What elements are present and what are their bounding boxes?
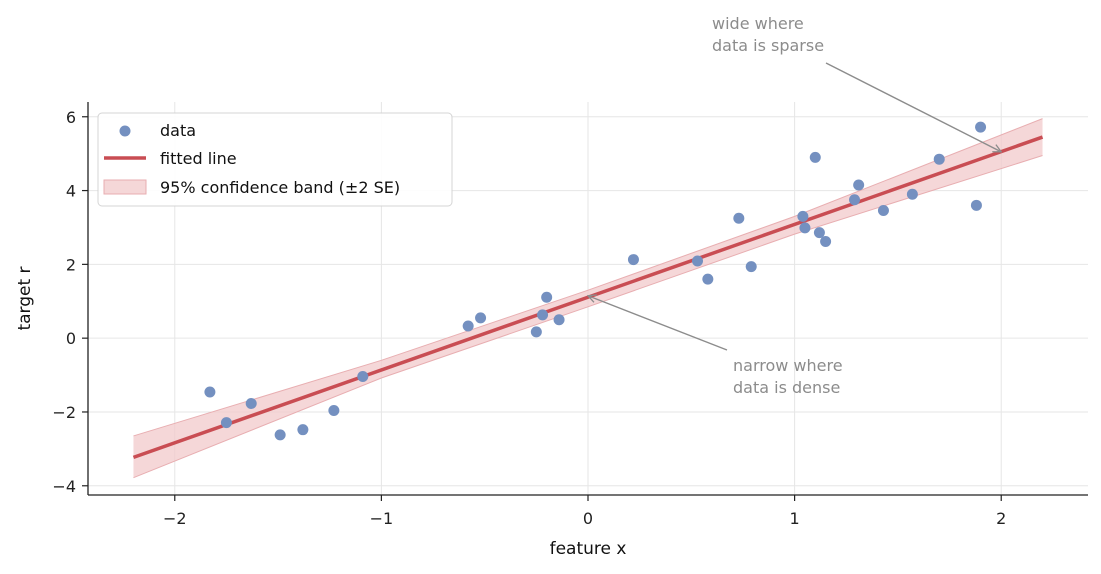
data-point — [692, 255, 704, 267]
data-point — [975, 121, 987, 133]
band-edge-upper — [133, 118, 1043, 437]
data-point — [357, 371, 369, 383]
data-point — [906, 188, 918, 200]
data-point — [220, 417, 232, 429]
annotation-text: wide where — [712, 14, 804, 33]
annotation-text: narrow where — [733, 356, 843, 375]
y-tick-label: 2 — [66, 255, 76, 274]
legend-label-band: 95% confidence band (±2 SE) — [160, 178, 400, 197]
y-ticks: −4 −2 0 2 4 6 — [52, 108, 88, 496]
annotation-arrow — [825, 62, 1001, 152]
data-point — [970, 199, 982, 211]
x-tick-label: −2 — [163, 509, 187, 528]
y-tick-label: −2 — [52, 403, 76, 422]
data-point — [541, 291, 553, 303]
annotation-arrow — [588, 296, 728, 351]
data-point — [849, 194, 861, 206]
data-point — [877, 204, 889, 216]
data-point — [813, 227, 825, 239]
annotations: wide where data is sparse narrow where data… — [588, 14, 1001, 397]
x-tick-label: 1 — [790, 509, 800, 528]
data-point — [933, 153, 945, 165]
legend-box — [97, 112, 453, 207]
data-point — [553, 314, 565, 326]
x-tick-label: 2 — [996, 509, 1006, 528]
legend-marker-band — [103, 179, 147, 195]
annotation-text: data is sparse — [712, 36, 824, 55]
legend-marker-data — [119, 125, 131, 137]
annotation-text: data is dense — [733, 378, 840, 397]
data-point — [797, 210, 809, 222]
x-ticks: −2 −1 0 1 2 — [163, 495, 1006, 528]
y-tick-label: 4 — [66, 182, 76, 201]
legend: data fitted line 95% confidence band (±2… — [97, 112, 453, 207]
data-point — [853, 179, 865, 191]
data-point — [733, 212, 745, 224]
x-axis-label: feature x — [550, 539, 627, 559]
legend-label-data: data — [160, 121, 196, 140]
data-point — [820, 235, 832, 247]
data-point — [702, 273, 714, 285]
confidence-band-edges — [133, 118, 1043, 479]
y-tick-label: −4 — [52, 477, 76, 496]
data-point — [809, 151, 821, 163]
data-point — [537, 309, 549, 321]
data-point — [799, 222, 811, 234]
data-point — [530, 326, 542, 338]
data-point — [274, 429, 286, 441]
y-tick-label: 0 — [66, 329, 76, 348]
x-tick-label: 0 — [583, 509, 593, 528]
y-axis-label: target r — [15, 266, 35, 330]
legend-label-fitted-line: fitted line — [160, 149, 237, 168]
data-point — [245, 397, 257, 409]
data-point — [328, 404, 340, 416]
x-tick-label: −1 — [370, 509, 394, 528]
band-edge-lower — [133, 155, 1043, 479]
data-point — [745, 261, 757, 273]
data-points — [204, 121, 987, 441]
data-point — [475, 312, 487, 324]
data-point — [462, 320, 474, 332]
data-point — [297, 424, 309, 436]
y-tick-label: 6 — [66, 108, 76, 127]
data-point — [627, 254, 639, 266]
data-point — [204, 386, 216, 398]
